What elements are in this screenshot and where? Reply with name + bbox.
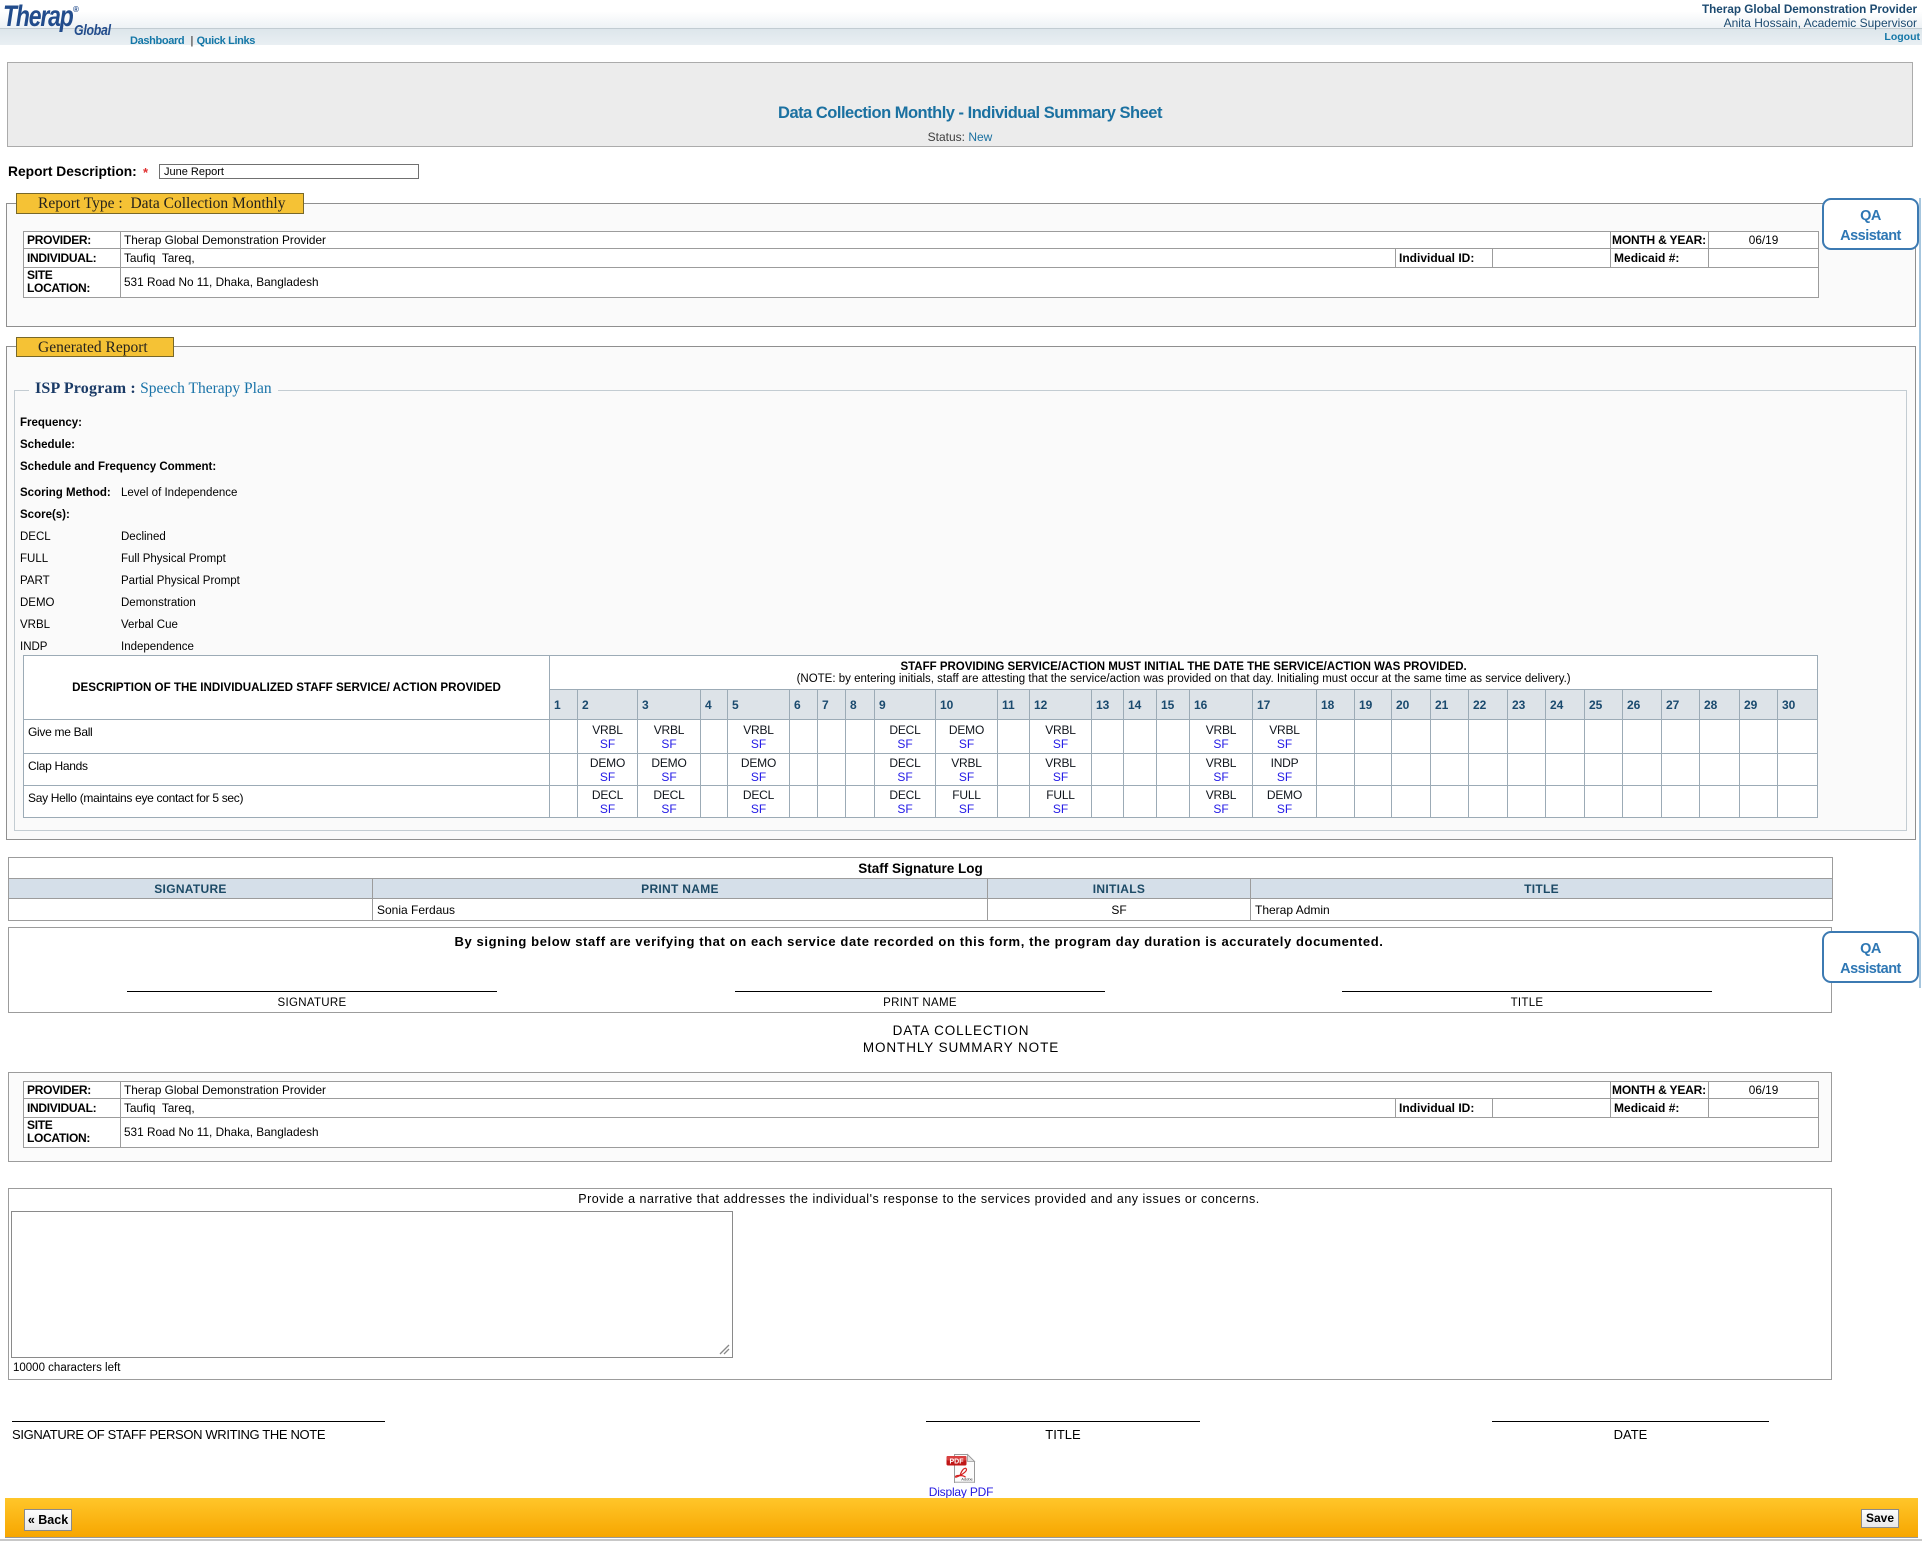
svg-text:PDF: PDF — [950, 1459, 965, 1466]
svg-text:Adobe: Adobe — [961, 1477, 973, 1482]
